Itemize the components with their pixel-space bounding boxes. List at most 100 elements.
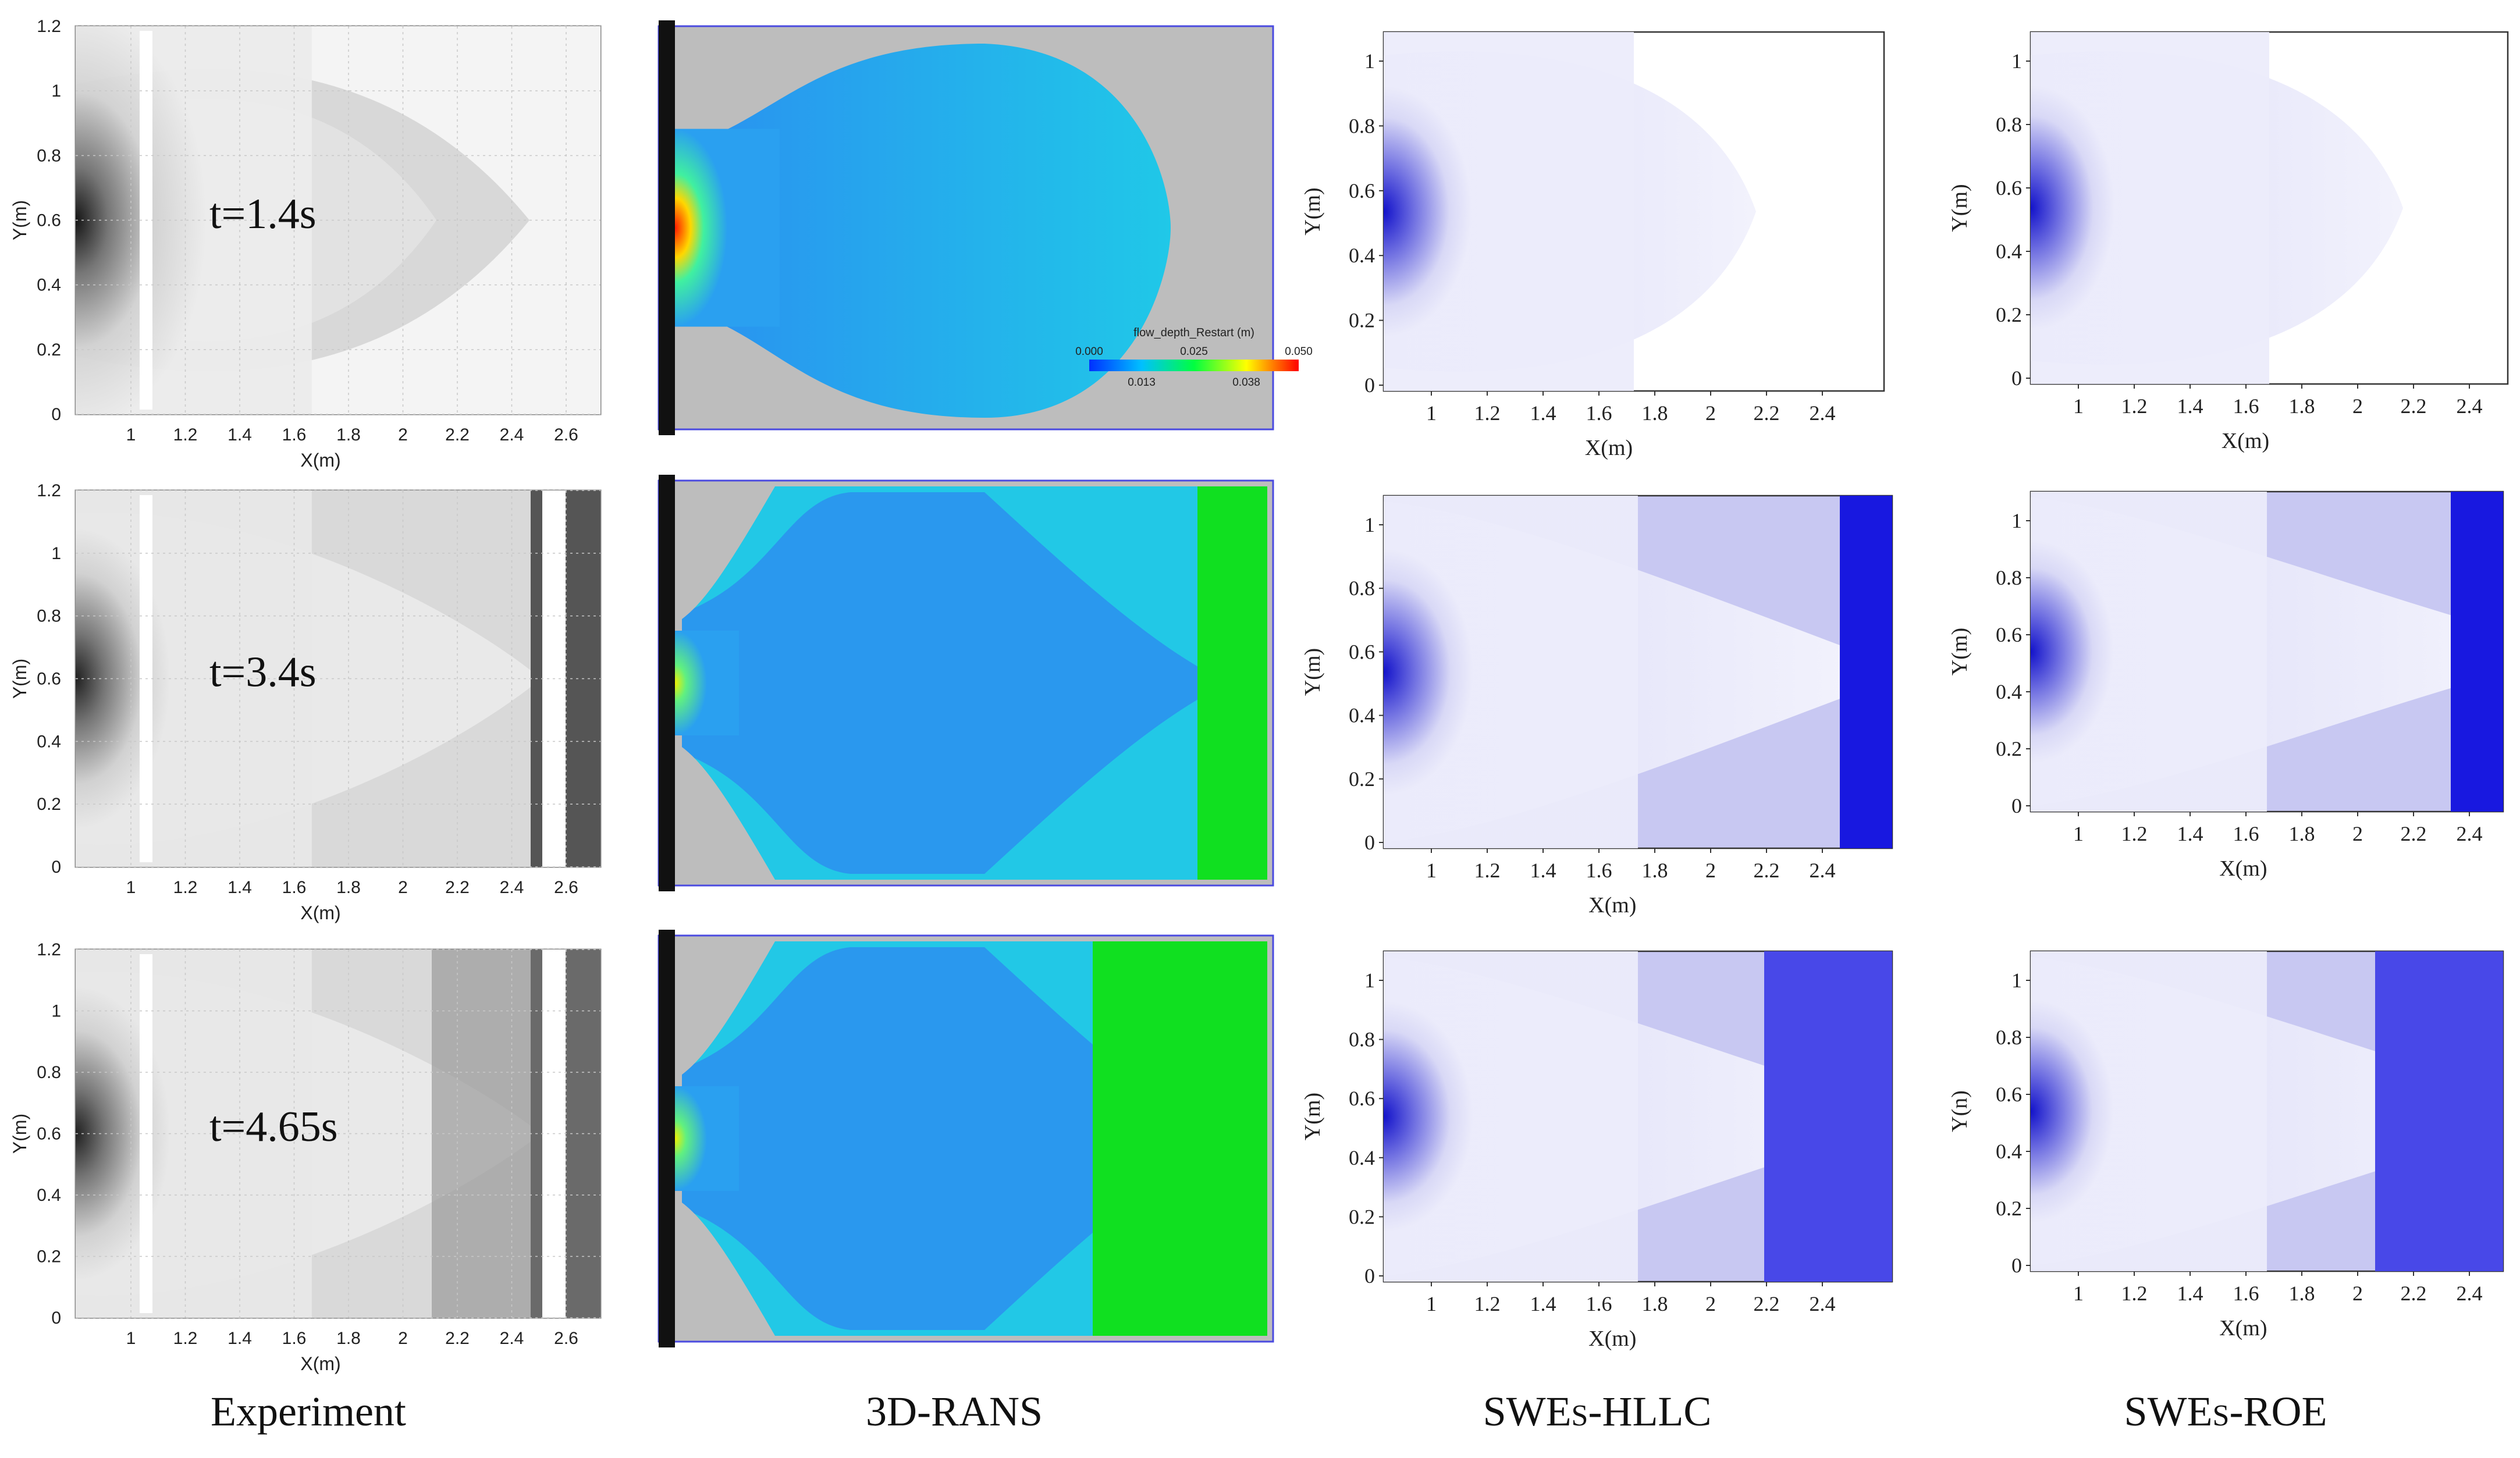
y-tick-label: 0.4: [1349, 704, 1375, 727]
caption-3d-rans: 3D-RANS: [866, 1388, 1043, 1435]
x-tick-label: 1.2: [173, 1329, 198, 1348]
x-axis-label: X(m): [300, 450, 340, 471]
x-tick-label: 1.2: [1474, 859, 1501, 882]
time-label: t=3.4s: [209, 648, 317, 696]
swe-roe-panel: 1 1.2 1.4 1.6 1.8 2 2.2 2.4 0 0.2 0.4 0.6 0.8 1 X(m) Y(…: [1947, 490, 2504, 881]
y-tick-label: 0.4: [1996, 240, 2022, 263]
x-tick-label: 1.2: [1474, 1292, 1501, 1315]
legend-colorbar: [1089, 360, 1299, 371]
x-tick-label: 2.2: [445, 1329, 470, 1348]
y-tick-label: 0.4: [1996, 1140, 2022, 1163]
legend-tick: 0.050: [1285, 346, 1313, 358]
caption-tail: -HLLC: [1588, 1388, 1711, 1435]
x-tick-label: 1.6: [2233, 1282, 2259, 1305]
caption-tail: -ROE: [2229, 1388, 2327, 1435]
y-tick-label: 0.6: [37, 211, 61, 230]
x-tick-label: 1.6: [282, 425, 307, 444]
x-tick-label: 2.2: [1754, 859, 1780, 882]
y-tick-label: 1.2: [37, 481, 61, 500]
x-tick-label: 1.8: [2289, 394, 2315, 418]
x-tick-label: 2: [2352, 394, 2363, 418]
x-tick-label: 2.4: [2457, 1282, 2483, 1305]
x-tick-label: 2: [1705, 1292, 1716, 1315]
y-tick-label: 0.4: [1349, 1146, 1375, 1169]
y-tick-label: 0: [1364, 1264, 1375, 1288]
swe-hllc-panel: 1 1.2 1.4 1.6 1.8 2 2.2 2.4 0 0.2 0.4 0.6 0.8 1 X(m) Y(…: [1300, 495, 1893, 918]
y-tick-label: 0.6: [1349, 1087, 1375, 1110]
x-tick-label: 1.6: [1586, 401, 1612, 425]
caption-main: SWE: [1483, 1388, 1572, 1435]
x-tick-label: 1: [1426, 859, 1437, 882]
x-tick-label: 1: [126, 878, 136, 897]
x-tick-label: 1.8: [336, 1329, 361, 1348]
y-tick-label: 1: [1364, 969, 1375, 992]
x-tick-label: 2: [2352, 822, 2363, 845]
rans-panel: [657, 930, 1274, 1347]
x-tick-label: 1.6: [2233, 394, 2259, 418]
x-tick-label: 1.2: [2121, 1282, 2148, 1305]
y-axis-label: Y(m): [1300, 1093, 1325, 1140]
rans-panel: [657, 475, 1274, 891]
y-tick-label: 0.8: [37, 146, 61, 165]
y-tick-label: 1.2: [37, 940, 61, 959]
legend-tick: 0.000: [1075, 346, 1103, 358]
y-axis-label: Y(m): [1300, 187, 1325, 235]
x-axis-label: X(m): [2219, 1316, 2267, 1340]
y-axis-label: Y(m): [9, 659, 30, 699]
x-tick-label: 1.8: [1642, 1292, 1668, 1315]
bore-region: [1764, 951, 1892, 1282]
x-tick-label: 1.2: [173, 878, 198, 897]
swe-hllc-panel: 1 1.2 1.4 1.6 1.8 2 2.2 2.4 0 0.2 0.4 0.6 0.8 1 X(m) Y(…: [1300, 950, 1893, 1351]
x-tick-label: 1: [2073, 822, 2084, 845]
bore-region: [1197, 486, 1267, 880]
y-axis-label: Y(m): [1947, 628, 1972, 675]
dry-region: [682, 486, 775, 619]
x-tick-label: 1.4: [2177, 822, 2203, 845]
y-tick-label: 0.2: [37, 795, 61, 814]
x-tick-label: 1.2: [173, 425, 198, 444]
y-tick-label: 1: [1364, 49, 1375, 73]
x-tick-label: 2.4: [500, 878, 524, 897]
x-tick-label: 2: [1705, 859, 1716, 882]
y-tick-label: 1: [2011, 49, 2022, 73]
y-tick-label: 0.6: [1996, 176, 2022, 200]
x-tick-label: 2: [2352, 1282, 2363, 1305]
y-tick-label: 1: [2011, 509, 2022, 532]
swe-hllc-panel: 1 1.2 1.4 1.6 1.8 2 2.2 2.4 0 0.2 0.4 0.6 0.8 1 X(m) Y(…: [1300, 31, 1885, 460]
experiment-panel: 1 1.2 1.4 1.6 1.8 2 2.2 2.4 2.6 0 0.2 0.4 0.6 0.8 1 1.2…: [9, 17, 602, 471]
legend-tick: 0.013: [1128, 376, 1156, 389]
x-tick-label: 2.4: [1810, 1292, 1836, 1315]
legend-title: flow_depth_Restart (m): [1133, 326, 1254, 339]
caption-main: Experiment: [211, 1388, 406, 1435]
x-tick-label: 1.4: [1530, 401, 1556, 425]
x-tick-label: 1.2: [1474, 401, 1501, 425]
x-tick-label: 2.2: [445, 878, 470, 897]
x-tick-label: 1.2: [2121, 394, 2148, 418]
y-tick-label: 0.2: [37, 340, 61, 360]
x-tick-label: 2: [398, 1329, 408, 1348]
x-tick-label: 1.4: [1530, 1292, 1556, 1315]
jet-core: [2031, 951, 2267, 1271]
y-tick-label: 0.4: [1349, 244, 1375, 267]
jet-core: [675, 631, 739, 735]
y-tick-label: 0.6: [1349, 179, 1375, 202]
y-tick-label: 0.2: [1996, 1197, 2022, 1220]
x-tick-label: 1.6: [1586, 1292, 1612, 1315]
y-tick-label: 0: [1364, 374, 1375, 397]
y-tick-label: 0.4: [37, 732, 61, 751]
time-label: t=1.4s: [209, 190, 317, 238]
y-tick-label: 0: [51, 858, 61, 877]
y-tick-label: 0.2: [1349, 309, 1375, 332]
x-axis-label: X(m): [300, 902, 340, 923]
experiment-panel: 1 1.2 1.4 1.6 1.8 2 2.2 2.4 2.6 0 0.2 0.4 0.6 0.8 1 1.2…: [9, 481, 602, 923]
x-tick-label: 2.4: [1810, 401, 1836, 425]
x-tick-label: 2.6: [554, 878, 578, 897]
x-tick-label: 1.6: [282, 1329, 307, 1348]
y-axis-label: Y(m): [9, 1114, 30, 1154]
x-tick-label: 2.6: [554, 425, 578, 444]
x-axis-label: X(m): [2219, 856, 2267, 881]
caption-swes-roe: SWES-ROE: [2124, 1388, 2327, 1435]
x-tick-label: 2.2: [1754, 1292, 1780, 1315]
time-label: t=4.65s: [209, 1103, 338, 1151]
x-axis-label: X(m): [300, 1353, 340, 1374]
